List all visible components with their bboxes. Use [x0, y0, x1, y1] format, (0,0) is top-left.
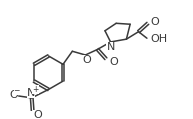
Text: O: O	[110, 57, 118, 67]
Text: O: O	[82, 55, 91, 65]
Text: O: O	[10, 90, 18, 100]
Text: N: N	[27, 88, 35, 98]
Text: +: +	[32, 85, 39, 94]
Text: O: O	[151, 17, 159, 27]
Text: −: −	[14, 86, 20, 95]
Text: OH: OH	[151, 34, 168, 44]
Text: N: N	[106, 42, 115, 52]
Text: O: O	[33, 110, 42, 119]
